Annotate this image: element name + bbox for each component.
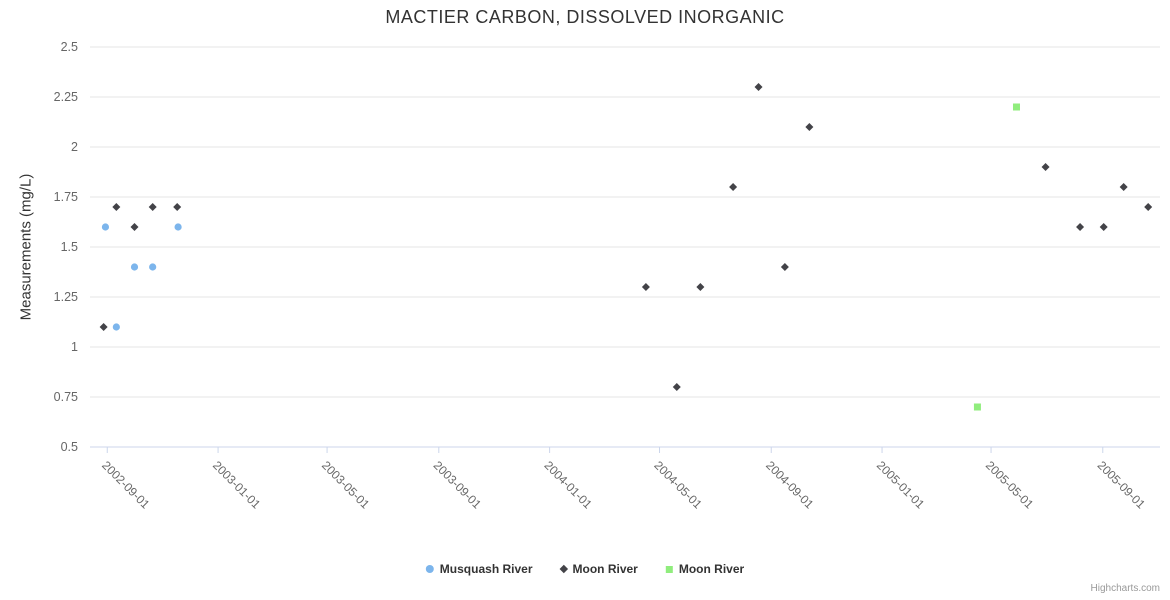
data-point-musquash-river[interactable] [174,223,182,231]
data-point-musquash-river[interactable] [101,223,110,231]
legend-item-moon-river-2[interactable]: Moon River [665,562,745,576]
data-point-moon-river[interactable] [696,283,705,291]
data-point-musquash-river[interactable] [130,263,139,271]
data-point-moon-river[interactable] [1144,203,1153,211]
data-point-moon-river[interactable] [973,403,981,411]
x-axis-label: 2002-09-01 [99,458,153,512]
x-axis-label: 2003-05-01 [319,458,373,512]
data-point-moon-river[interactable] [672,383,681,391]
chart-title: MACTIER CARBON, DISSOLVED INORGANIC [385,7,785,27]
y-axis-label: 0.5 [61,440,78,454]
x-axis-label: 2005-01-01 [874,458,928,512]
legend-item-musquash-river[interactable]: Musquash River [425,562,533,576]
x-axis-label: 2005-09-01 [1095,458,1149,512]
x-axis-label: 2003-09-01 [431,458,485,512]
data-point-moon-river[interactable] [130,223,139,231]
x-axis-label: 2004-09-01 [763,458,817,512]
data-point-moon-river[interactable] [1041,163,1050,171]
data-point-moon-river[interactable] [148,203,157,211]
data-point-moon-river[interactable] [1099,223,1108,231]
highcharts-credits-link[interactable]: Highcharts.com [1090,583,1160,594]
x-axis-label: 2003-01-01 [210,458,264,512]
y-axis-label: 1 [71,340,78,354]
x-axis-label: 2004-05-01 [651,458,705,512]
y-axis-label: 1.75 [54,190,78,204]
diamond-marker-icon [559,564,568,574]
y-axis-label: 2 [71,140,78,154]
y-axis-label: 1.5 [61,240,78,254]
y-axis-label: 0.75 [54,390,78,404]
y-axis-label: 2.25 [54,90,78,104]
legend-item-moon-river[interactable]: Moon River [559,562,638,576]
data-point-moon-river[interactable] [754,83,763,91]
data-point-musquash-river[interactable] [149,263,157,271]
data-point-moon-river[interactable] [173,203,182,211]
data-point-moon-river[interactable] [1012,103,1020,111]
x-axis-label: 2004-01-01 [541,458,595,512]
legend-item-label: Moon River [678,562,745,576]
data-point-moon-river[interactable] [99,323,108,331]
y-axis-label: 1.25 [54,290,78,304]
legend-item-label: Moon River [572,562,638,576]
data-point-moon-river[interactable] [641,283,650,291]
data-point-moon-river[interactable] [112,203,121,211]
data-point-moon-river[interactable] [729,183,738,191]
data-point-musquash-river[interactable] [112,323,120,331]
data-point-moon-river[interactable] [1076,223,1085,231]
legend: Musquash River Moon River Moon River [425,562,745,576]
data-point-moon-river[interactable] [1119,183,1128,191]
data-point-moon-river[interactable] [805,123,814,131]
data-point-moon-river[interactable] [780,263,789,271]
circle-marker-icon [425,565,434,573]
legend-item-label: Musquash River [439,562,533,576]
y-axis-label: 2.5 [61,40,78,54]
square-marker-icon [665,565,673,573]
x-axis-label: 2005-05-01 [983,458,1037,512]
